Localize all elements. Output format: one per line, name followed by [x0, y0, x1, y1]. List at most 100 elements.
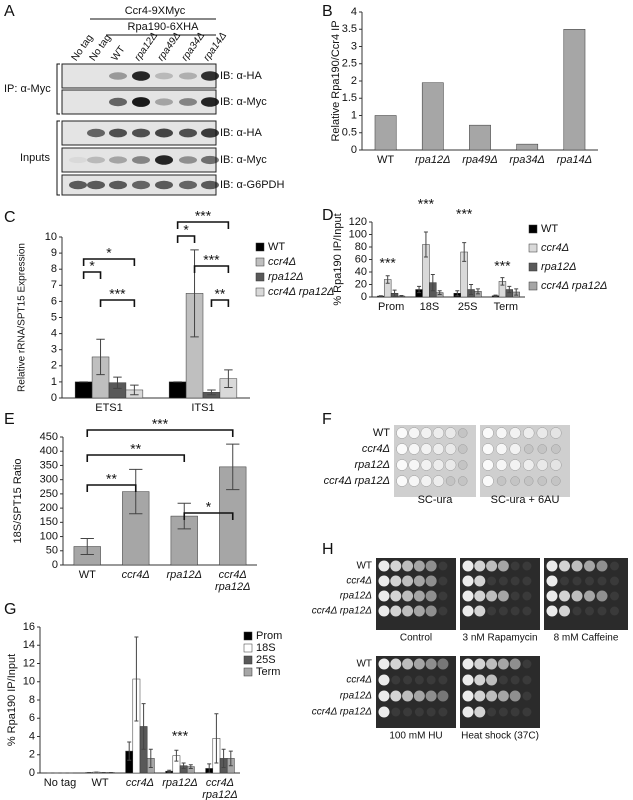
spot [559, 605, 570, 617]
y-tick-label: 80 [355, 241, 367, 253]
significance-label: ** [106, 471, 117, 487]
spot [522, 691, 532, 701]
y-tick-label: 60 [355, 253, 367, 265]
strain-label: ccr4Δ [362, 443, 390, 455]
spot [486, 690, 498, 702]
error-bar [190, 249, 199, 338]
y-tick-label: 2 [29, 749, 35, 761]
spot [509, 443, 521, 455]
legend-label: 18S [256, 642, 276, 654]
spot [536, 427, 549, 439]
y-tick-label: 10 [45, 231, 57, 243]
error-bar [134, 636, 139, 722]
category-label-box: rpa14Δ [557, 154, 593, 166]
strain-label: ccr4Δ [346, 576, 372, 587]
plate-label: Heat shock (37C) [461, 731, 539, 742]
spot [522, 591, 532, 601]
significance-bracket [86, 454, 186, 462]
spot [438, 606, 448, 616]
spot [425, 590, 437, 602]
significance-bracket [82, 271, 102, 279]
y-tick-label: 150 [40, 516, 58, 528]
spot [560, 576, 569, 586]
error-bar [469, 284, 474, 295]
spot [413, 560, 425, 572]
spot [413, 575, 425, 587]
spot [457, 428, 468, 438]
spot [396, 459, 408, 471]
x-tick-label: Term [493, 301, 519, 313]
bar [421, 82, 444, 151]
bar [374, 115, 397, 151]
error-bar [437, 290, 442, 295]
probe-label: IB: α-HA [220, 70, 262, 82]
spot [474, 590, 486, 602]
band [132, 97, 150, 107]
spot [510, 591, 520, 601]
spot [396, 475, 408, 487]
spot [414, 675, 424, 685]
legend-label: ccr4Δ rpa12Δ [268, 286, 334, 298]
y-tick-label: 40 [355, 266, 367, 278]
y-axis-label: Relative rRNA/SPT15 Expression [17, 243, 28, 392]
x-tick-label: WT [377, 154, 395, 166]
spot [378, 590, 390, 602]
spot [572, 576, 582, 586]
y-tick-label: 350 [40, 459, 58, 471]
y-tick-label: 3 [351, 40, 357, 52]
spot [390, 658, 402, 670]
spot [497, 590, 509, 602]
strain-label: rpa12Δ [340, 691, 373, 702]
bar [168, 381, 187, 399]
spot [425, 658, 437, 670]
spot [551, 476, 561, 486]
error-bar [507, 285, 512, 294]
significance-label: *** [494, 258, 511, 274]
category-label-box: WT [377, 154, 395, 166]
strain-label: WT [356, 659, 372, 670]
error-bar [214, 713, 219, 764]
spot [425, 575, 437, 587]
spot [457, 460, 468, 470]
spot [413, 690, 425, 702]
category-label-box: Prom [378, 301, 404, 313]
spot [462, 690, 474, 702]
spot [597, 606, 607, 616]
strain-label: WT [356, 561, 372, 572]
category-label-box: ITS1 [191, 402, 214, 414]
y-tick-label: 0 [361, 291, 367, 303]
spot [378, 575, 390, 587]
spot [486, 590, 498, 602]
panel-letter: A [4, 3, 15, 20]
y-tick-label: 6 [29, 712, 35, 724]
category-label-box: rpa34Δ [509, 154, 545, 166]
legend-label: ccr4Δ rpa12Δ [541, 280, 607, 292]
spot [462, 590, 474, 602]
spot [487, 707, 497, 717]
spot [457, 476, 468, 486]
spot [432, 427, 445, 439]
x-tick-label: WT [91, 777, 109, 789]
y-axis-label: 18S/SPT15 Ratio [12, 459, 24, 544]
band [179, 156, 197, 164]
spot [551, 444, 561, 454]
spot [378, 706, 390, 718]
significance-bracket [176, 235, 196, 243]
spot [390, 690, 402, 702]
significance-label: *** [172, 728, 189, 744]
legend-label: Term [256, 666, 280, 678]
y-axis-label: % Rpa190 IP/Input [332, 213, 344, 305]
significance-label: * [183, 222, 189, 238]
spot [498, 606, 508, 616]
category-label-box: ccr4Δ rpa12Δ [202, 777, 238, 800]
spot [408, 443, 420, 455]
error-bar [80, 538, 94, 555]
spot [495, 459, 508, 471]
spot [420, 427, 433, 439]
y-tick-label: 0 [351, 144, 357, 156]
y-tick-label: 0.5 [342, 127, 357, 139]
y-tick-label: 8 [51, 263, 57, 275]
spot [420, 459, 433, 471]
spot [474, 575, 486, 587]
probe-label: IB: α-HA [220, 127, 262, 139]
